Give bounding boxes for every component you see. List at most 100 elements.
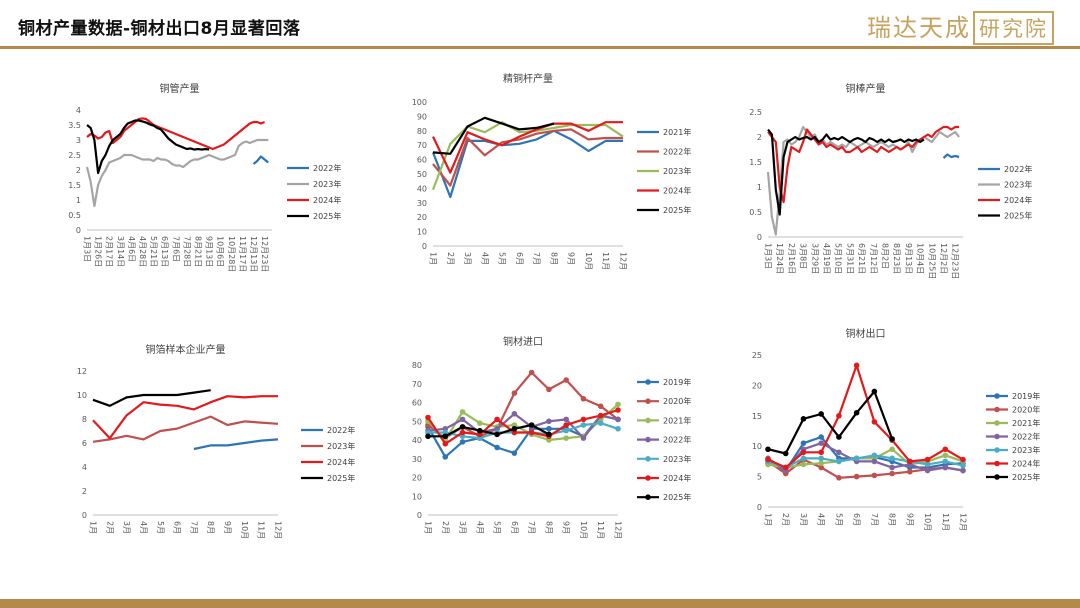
series-point bbox=[546, 386, 552, 393]
series-point bbox=[563, 427, 569, 434]
x-tick-label: 12月 bbox=[619, 252, 628, 270]
x-tick-label: 2月17日 bbox=[105, 236, 114, 267]
legend-marker bbox=[994, 420, 1000, 426]
x-tick-label: 11月 bbox=[257, 521, 266, 539]
y-tick-label: 0 bbox=[422, 242, 427, 251]
series-point bbox=[871, 388, 878, 395]
legend-label: 2021年 bbox=[663, 127, 691, 137]
legend-label: 2019年 bbox=[663, 377, 691, 387]
y-tick-label: 0 bbox=[757, 503, 762, 512]
x-tick-label: 6月 bbox=[510, 521, 519, 534]
series-point bbox=[563, 435, 569, 441]
legend-marker bbox=[645, 417, 651, 424]
series-line bbox=[766, 125, 960, 236]
series-point bbox=[800, 440, 807, 446]
x-tick-label: 7月 bbox=[527, 521, 536, 534]
series-point bbox=[818, 411, 824, 417]
series-line bbox=[432, 128, 623, 187]
series-point bbox=[615, 401, 621, 408]
series-point bbox=[459, 439, 466, 445]
x-tick-label: 10月 bbox=[240, 521, 249, 539]
series-point bbox=[836, 449, 842, 456]
y-tick-label: 20 bbox=[417, 213, 427, 222]
x-tick-label: 6月13日 bbox=[160, 236, 169, 267]
legend-label: 2025年 bbox=[313, 211, 341, 221]
series-point bbox=[960, 456, 966, 463]
x-tick-label: 12月 bbox=[959, 513, 968, 531]
series-line bbox=[767, 128, 925, 216]
series-point bbox=[853, 455, 860, 462]
y-tick-label: 2.5 bbox=[68, 151, 81, 160]
series-line bbox=[767, 442, 964, 472]
x-tick-label: 5月 bbox=[493, 521, 502, 534]
series-point bbox=[597, 403, 604, 410]
x-tick-label: 10月28日 bbox=[227, 236, 236, 272]
x-tick-label: 12月2日 bbox=[939, 243, 948, 274]
x-tick-label: 9月 bbox=[223, 521, 232, 534]
series-point bbox=[580, 435, 587, 441]
y-tick-label: 50 bbox=[412, 417, 422, 426]
y-tick-label: 0 bbox=[757, 233, 762, 242]
x-tick-label: 4月 bbox=[817, 513, 826, 526]
series-point bbox=[442, 454, 449, 460]
x-tick-label: 3月 bbox=[458, 521, 467, 534]
chart-copper-rod: 精铜杆产量 0 10 20 30 40 50 60 70 80 90 100 1月 2月 3月 4月 5月 6月 7… bbox=[412, 72, 692, 270]
x-tick-label: 7月6日 bbox=[171, 236, 180, 262]
legend-label: 2024年 bbox=[1012, 459, 1040, 469]
series-line bbox=[86, 119, 210, 175]
series-point bbox=[889, 470, 895, 477]
series-point bbox=[871, 419, 878, 425]
legend-marker bbox=[994, 433, 1000, 440]
y-tick-label: 0 bbox=[417, 511, 422, 520]
series-point bbox=[942, 452, 949, 459]
series-point bbox=[942, 458, 949, 465]
x-tick-label: 3月 bbox=[463, 252, 472, 265]
x-tick-label: 6月 bbox=[173, 521, 182, 534]
legend-marker bbox=[994, 393, 1000, 399]
y-tick-label: 70 bbox=[417, 141, 427, 150]
y-tick-label: 60 bbox=[417, 156, 427, 165]
legend-label: 2024年 bbox=[663, 473, 691, 483]
x-tick-label: 11月 bbox=[941, 513, 950, 531]
x-tick-label: 5月 bbox=[156, 521, 165, 534]
x-tick-label: 7月 bbox=[189, 521, 198, 534]
x-tick-label: 11月 bbox=[601, 252, 610, 270]
x-tick-label: 11月17日 bbox=[238, 236, 247, 272]
header-divider bbox=[0, 46, 1080, 49]
series-point bbox=[528, 369, 535, 376]
y-tick-label: 5 bbox=[757, 473, 762, 482]
series-point bbox=[494, 431, 500, 438]
x-tick-label: 9月13日 bbox=[205, 236, 214, 267]
legend-label: 2020年 bbox=[1012, 405, 1040, 415]
x-tick-label: 8月 bbox=[206, 521, 215, 534]
series-point bbox=[511, 450, 518, 456]
series-point bbox=[924, 461, 931, 468]
series-point bbox=[459, 409, 466, 415]
series-point bbox=[800, 455, 807, 462]
y-tick-label: 70 bbox=[412, 380, 422, 389]
series-point bbox=[782, 450, 789, 457]
legend-label: 2023年 bbox=[1004, 180, 1032, 190]
series-point bbox=[800, 416, 807, 422]
series-point bbox=[942, 464, 949, 471]
x-tick-label: 9月 bbox=[905, 513, 914, 526]
footer-bar bbox=[0, 599, 1080, 608]
legend-marker bbox=[645, 475, 651, 481]
series-point bbox=[818, 460, 824, 467]
y-tick-label: 90 bbox=[417, 112, 427, 121]
series-point bbox=[546, 425, 552, 432]
y-tick-label: 3.5 bbox=[68, 121, 81, 130]
x-tick-label: 2月 bbox=[105, 521, 114, 534]
legend-marker bbox=[994, 447, 1000, 453]
series-point bbox=[442, 433, 449, 440]
x-tick-label: 5月 bbox=[498, 252, 507, 265]
series-point bbox=[889, 436, 895, 442]
series-line bbox=[427, 408, 619, 445]
x-tick-label: 1月 bbox=[424, 521, 433, 534]
legend-marker bbox=[645, 398, 651, 404]
x-tick-label: 2月 bbox=[781, 513, 790, 526]
legend-label: 2023年 bbox=[663, 166, 691, 176]
series-point bbox=[528, 429, 535, 436]
legend-label: 2025年 bbox=[327, 473, 355, 483]
series-point bbox=[563, 377, 569, 383]
